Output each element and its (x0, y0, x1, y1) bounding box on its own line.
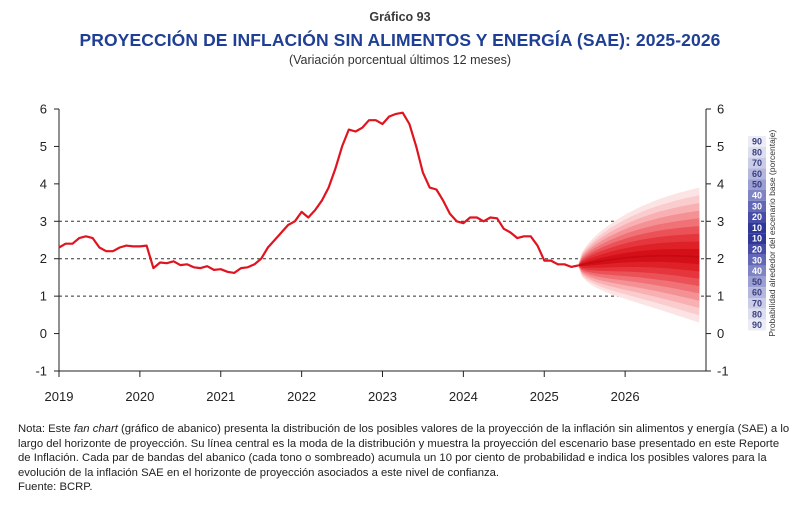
legend-level-label: 60 (752, 169, 762, 179)
legend-level-label: 30 (752, 255, 762, 265)
legend-level-label: 20 (752, 212, 762, 222)
xtick-label: 2021 (206, 389, 235, 404)
xtick-label: 2019 (45, 389, 74, 404)
note-prefix: Nota: Este (18, 423, 74, 435)
ytick-label-left: 1 (40, 289, 47, 304)
legend-swatch (748, 254, 766, 266)
legend-swatch (748, 233, 766, 244)
legend-level-label: 10 (752, 234, 762, 244)
note-source: Fuente: BCRP. (18, 481, 93, 494)
ytick-label-left: 2 (40, 251, 47, 266)
legend-level-label: 70 (752, 158, 762, 168)
ytick-label-left: 3 (40, 214, 47, 229)
legend-level-label: 30 (752, 201, 762, 211)
ytick-label-left: 4 (40, 176, 47, 191)
legend-level-label: 80 (752, 309, 762, 319)
legend-swatch (748, 157, 766, 169)
legend-swatch (748, 168, 766, 180)
xtick-label: 2020 (125, 389, 154, 404)
chart-title: PROYECCIÓN DE INFLACIÓN SIN ALIMENTOS Y … (79, 30, 721, 50)
legend-swatch (748, 211, 766, 223)
projection-central-line (577, 255, 700, 267)
note-body: (gráfico de abanico) presenta la distrib… (18, 423, 790, 479)
legend-swatch (748, 179, 766, 190)
legend-swatch (748, 308, 766, 320)
legend-swatch (748, 287, 766, 298)
xtick-label: 2024 (449, 389, 478, 404)
legend-swatch (748, 200, 766, 212)
legend-swatch (748, 136, 766, 147)
xtick-label: 2025 (530, 389, 559, 404)
legend-level-label: 50 (752, 180, 762, 190)
axes: -1 -1 0 0 1 1 2 2 3 3 4 4 5 5 6 6 2019 2020 2021 2022 2023 20… (35, 102, 728, 405)
fan-band-10 (578, 249, 700, 266)
xtick-label: 2026 (611, 389, 640, 404)
ytick-label-right: 3 (717, 214, 724, 229)
legend-swatch (748, 319, 766, 331)
legend-level-label: 10 (752, 223, 762, 233)
ytick-label-right: 5 (717, 139, 724, 154)
legend-level-label: 80 (752, 147, 762, 157)
ytick-label-right: 1 (717, 289, 724, 304)
ytick-label-right: -1 (717, 364, 729, 379)
chart-number: Gráfico 93 (369, 10, 431, 24)
ytick-label-right: 6 (717, 102, 724, 117)
legend-level-label: 90 (752, 320, 762, 330)
legend-swatch (748, 244, 766, 255)
xtick-label: 2022 (287, 389, 316, 404)
chart-note: Nota: Este fan chart (gráfico de abanico… (18, 422, 793, 495)
legend-level-label: 40 (752, 266, 762, 276)
ytick-label-right: 2 (717, 251, 724, 266)
legend-level-label: 70 (752, 299, 762, 309)
legend-swatch (748, 222, 766, 234)
legend-level-label: 50 (752, 277, 762, 287)
legend-swatch (748, 265, 766, 277)
legend-level-label: 20 (752, 245, 762, 255)
ytick-label-right: 0 (717, 326, 724, 341)
legend-swatch (748, 298, 766, 309)
ytick-label-left: 5 (40, 139, 47, 154)
note-fan-term: fan chart (73, 423, 118, 435)
ytick-label-left: -1 (35, 364, 47, 379)
legend-level-label: 60 (752, 288, 762, 298)
ytick-label-left: 0 (40, 326, 47, 341)
chart-subtitle: (Variación porcentual últimos 12 meses) (288, 53, 512, 67)
legend-swatch (748, 190, 766, 201)
series-line (58, 111, 579, 274)
ytick-label-right: 4 (717, 176, 724, 191)
legend-title: Probabilidad alrededor del escenario bas… (767, 130, 777, 337)
legend-level-label: 40 (752, 191, 762, 201)
legend-swatch (748, 276, 766, 288)
xtick-label: 2023 (368, 389, 397, 404)
legend-swatch (748, 146, 766, 158)
inflation-sae-line (58, 111, 579, 274)
legend-level-label: 90 (752, 137, 762, 147)
fan-bands (577, 187, 700, 323)
ytick-label-left: 6 (40, 102, 47, 117)
